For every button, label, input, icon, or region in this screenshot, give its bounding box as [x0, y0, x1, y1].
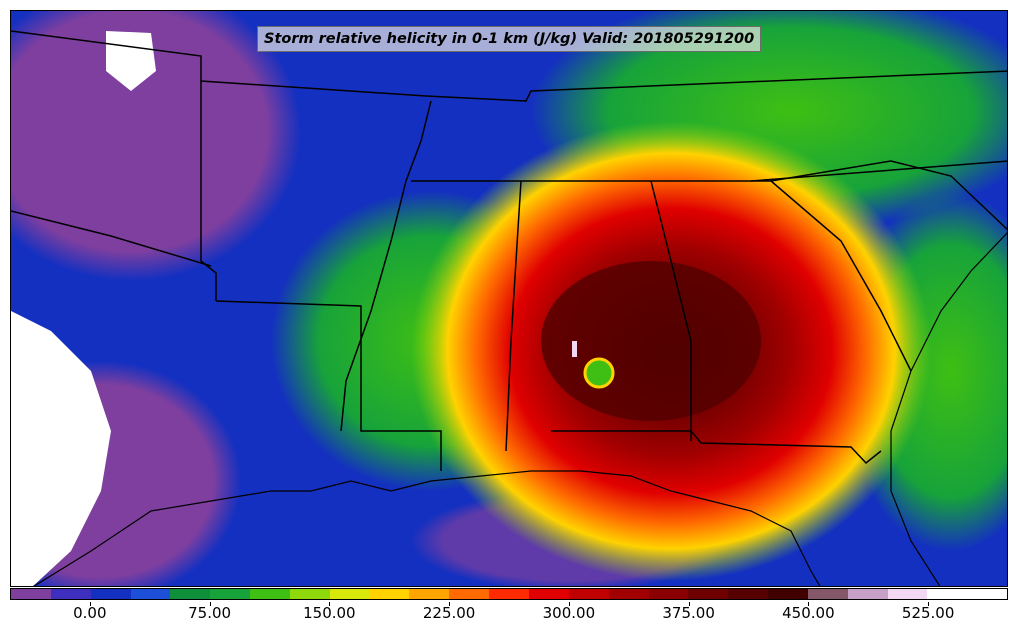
boundary-ok-ks: [200, 81, 217, 301]
helicity-map: [11, 11, 1007, 586]
colorbar-segment: [170, 589, 211, 599]
state-boundaries: [11, 30, 1007, 471]
boundary-carolinas: [770, 160, 1007, 231]
colorbar-tick: [329, 602, 331, 606]
colorbar-tick: [568, 602, 570, 606]
colorbar-segment: [289, 589, 330, 599]
boundary-ga-sc: [770, 180, 912, 372]
colorbar-segment: [90, 589, 131, 599]
colorbar-segment: [409, 589, 450, 599]
map-title: Storm relative helicity in 0-1 km (J/kg)…: [257, 26, 762, 52]
field-region-nw-white: [106, 31, 156, 91]
colorbar-segment: [568, 589, 609, 599]
colorbar-segment: [608, 589, 649, 599]
field-region-west-purple: [11, 11, 301, 281]
colorbar-tick: [209, 602, 211, 606]
storm-white-spot: [572, 341, 577, 357]
field-region-west-white: [11, 311, 111, 586]
colorbar-tick: [89, 602, 91, 606]
colorbar-segment: [887, 589, 928, 599]
storm-eye: [583, 357, 615, 389]
colorbar-segment: [768, 589, 808, 599]
colorbar-tick: [688, 602, 690, 606]
colorbar-tick: [928, 602, 930, 606]
map-panel: Storm relative helicity in 0-1 km (J/kg)…: [10, 10, 1008, 587]
colorbar-segment: [847, 589, 888, 599]
colorbar-tick-label: 225.00: [422, 604, 476, 622]
florida-east-coast: [890, 370, 941, 586]
colorbar-segment: [688, 589, 729, 599]
colorbar-segment: [728, 589, 769, 599]
atlantic-coast: [910, 232, 1007, 372]
colorbar-segment: [528, 589, 569, 599]
coastline: [33, 232, 1007, 586]
colorbar-segment: [449, 589, 490, 599]
boundary-ms-al: [505, 180, 522, 452]
colorbar-segment: [130, 589, 171, 599]
colorbar-tick-label: 450.00: [782, 604, 835, 622]
colorbar-segment: [210, 589, 251, 599]
gulf-coastline: [33, 470, 821, 586]
colorbar-tick: [449, 602, 451, 606]
boundary-texas-red-river: [11, 210, 212, 267]
boundary-fl-line: [551, 430, 882, 465]
colorbar-labels: 0.00 75.00 150.00 225.00 300.00 375.00 450.00 5…: [10, 602, 1008, 626]
colorbar-segment: [329, 589, 370, 599]
colorbar-tick-label: 375.00: [662, 604, 715, 622]
boundary-north-1: [11, 30, 1007, 102]
colorbar-segment: [807, 589, 848, 599]
colorbar-tick-label: 300.00: [542, 604, 596, 622]
colorbar-segment: [50, 589, 91, 599]
colorbar-segment: [967, 589, 1008, 599]
colorbar-segment: [648, 589, 689, 599]
colorbar-segment: [927, 589, 968, 599]
colorbar-tick-label: 150.00: [303, 604, 356, 622]
colorbar: [10, 588, 1008, 600]
colorbar-segment: [369, 589, 410, 599]
boundary-al-ga: [650, 180, 692, 441]
boundary-ar-la: [215, 300, 442, 471]
colorbar-segment: [250, 589, 290, 599]
colorbar-tick-label: 0.00: [73, 604, 107, 622]
colorbar-tick-label: 75.00: [188, 604, 232, 622]
colorbar-segment: [489, 589, 529, 599]
colorbar-tick-label: 525.00: [901, 604, 955, 622]
colorbar-tick: [808, 602, 810, 606]
boundary-ms-river: [340, 100, 432, 432]
colorbar-segment: [11, 589, 51, 599]
